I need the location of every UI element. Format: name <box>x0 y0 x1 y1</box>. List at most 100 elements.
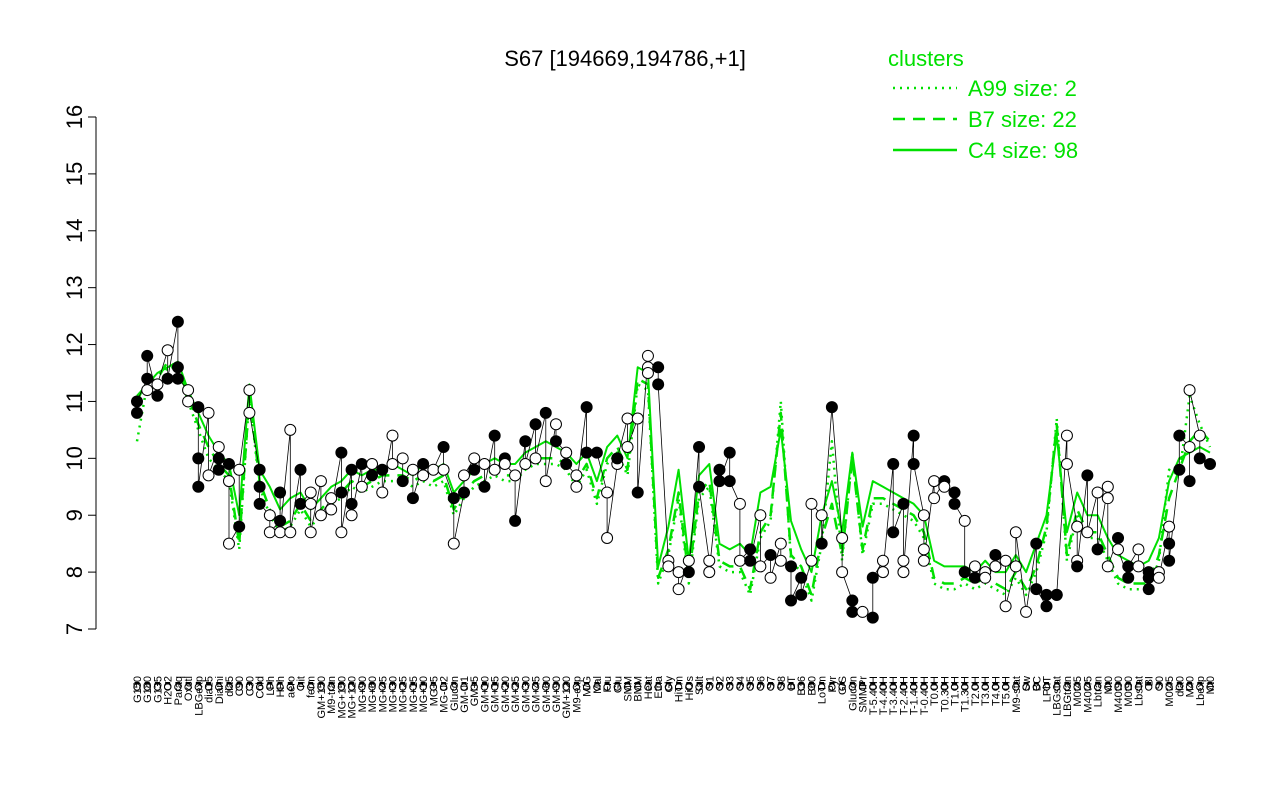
x-tick-label: Glu <box>612 676 624 693</box>
x-marker-bar <box>1176 682 1182 685</box>
x-marker-bar <box>778 682 784 685</box>
x-marker-bar <box>972 682 978 685</box>
data-point <box>744 554 757 567</box>
data-point <box>815 509 828 522</box>
data-point <box>754 560 767 573</box>
x-marker-bar <box>533 682 539 685</box>
x-tick-label: HPh <box>275 676 287 697</box>
legend: clusters A99 size: 2 B7 size: 22 C4 size: … <box>888 46 1078 163</box>
data-point <box>171 315 184 328</box>
data-point <box>1091 543 1104 556</box>
x-marker-bar <box>992 682 998 685</box>
chart-title: S67 [194669,194786,+1] <box>504 46 746 71</box>
x-tick-label: M40 <box>1185 676 1197 697</box>
data-point <box>253 497 266 510</box>
data-point <box>1112 543 1125 556</box>
x-marker-bar <box>389 682 395 685</box>
data-point <box>335 446 348 459</box>
data-point <box>1081 469 1094 482</box>
x-marker-bar <box>1033 682 1039 685</box>
x-marker-bar <box>706 682 712 685</box>
x-marker-bar <box>318 682 324 685</box>
data-point <box>856 605 869 618</box>
x-marker-bar <box>614 682 620 685</box>
data-point <box>836 566 849 579</box>
x-tick-label: GM-0.1 <box>459 676 471 713</box>
x-marker-bar <box>747 682 753 685</box>
x-marker-bar <box>267 682 273 685</box>
x-tick-label: S8 <box>776 676 788 689</box>
data-point <box>652 378 665 391</box>
x-marker-bar <box>625 682 631 685</box>
data-point <box>182 384 195 397</box>
x-marker-bar <box>492 682 498 685</box>
x-marker-bar <box>696 682 702 685</box>
x-marker-bar <box>1054 682 1060 685</box>
x-tick-label: Mt0 <box>1205 676 1217 694</box>
x-tick-label: MG+10 <box>418 676 430 712</box>
x-marker-bar <box>144 682 150 685</box>
x-tick-label: LPh <box>265 676 277 696</box>
data-point <box>733 554 746 567</box>
data-point <box>662 560 675 573</box>
x-tick-label: T-1.40H <box>909 676 921 715</box>
data-point <box>182 395 195 408</box>
data-point <box>1163 520 1176 533</box>
y-tick-label: 10 <box>62 446 87 470</box>
x-marker-bar <box>430 682 436 685</box>
data-point <box>1030 583 1043 596</box>
data-point <box>549 435 562 448</box>
x-tick-label: Salt <box>694 676 706 695</box>
x-tick-label: S5 <box>745 676 757 689</box>
data-point <box>243 384 256 397</box>
x-tick-label: T1.30H <box>960 676 972 712</box>
x-marker-bar <box>369 682 375 685</box>
data-point <box>590 446 603 459</box>
data-point <box>335 526 348 539</box>
x-tick-label: T-3.40H <box>888 676 900 715</box>
x-tick-label: T4.0H <box>990 676 1002 706</box>
x-marker-bar <box>308 682 314 685</box>
data-point <box>314 509 327 522</box>
data-point <box>1050 588 1063 601</box>
data-point <box>693 480 706 493</box>
x-marker-bar <box>1135 682 1141 685</box>
data-point <box>233 463 246 476</box>
data-point <box>1173 429 1186 442</box>
x-tick-label: MG+120 <box>347 676 359 719</box>
data-point <box>304 486 317 499</box>
data-point <box>325 503 338 516</box>
data-point <box>928 492 941 505</box>
x-marker-bar <box>757 682 763 685</box>
data-point <box>539 475 552 488</box>
data-point <box>171 372 184 385</box>
y-axis: 7 8 9 10 11 12 13 14 15 16 <box>62 105 97 635</box>
x-tick-label: MG+45 <box>377 676 389 712</box>
x-tick-label: GM+120 <box>561 676 573 719</box>
data-point <box>785 560 798 573</box>
data-point <box>1183 475 1196 488</box>
data-point <box>406 463 419 476</box>
data-point <box>212 463 225 476</box>
x-tick-label: S2 <box>714 676 726 689</box>
data-point <box>366 458 379 471</box>
data-point <box>233 520 246 533</box>
x-marker-bar <box>676 682 682 685</box>
x-tick-label: Lbtran <box>1093 676 1105 707</box>
data-point <box>989 549 1002 562</box>
x-marker-bar <box>175 682 181 685</box>
data-point <box>846 594 859 607</box>
x-tick-label: MG+90 <box>357 676 369 712</box>
x-tick-label: MG+5 <box>428 676 440 706</box>
x-tick-label: GM+20 <box>500 676 512 712</box>
x-tick-label: nit <box>296 676 308 688</box>
data-point <box>815 537 828 550</box>
x-tick-label: MG+150 <box>336 676 348 719</box>
x-marker-bar <box>206 682 212 685</box>
data-point <box>1101 560 1114 573</box>
data-point <box>304 526 317 539</box>
x-marker-bar <box>379 682 385 685</box>
data-point <box>1112 531 1125 544</box>
x-marker-bar <box>277 682 283 685</box>
